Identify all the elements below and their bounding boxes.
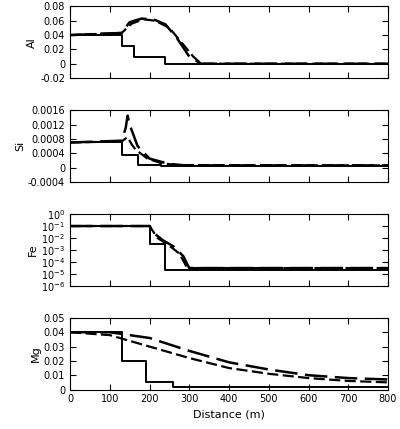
- Y-axis label: Al: Al: [27, 37, 37, 48]
- X-axis label: Distance (m): Distance (m): [193, 410, 265, 420]
- Y-axis label: Fe: Fe: [28, 244, 38, 256]
- Y-axis label: Si: Si: [15, 141, 25, 151]
- Y-axis label: Mg: Mg: [31, 345, 41, 362]
